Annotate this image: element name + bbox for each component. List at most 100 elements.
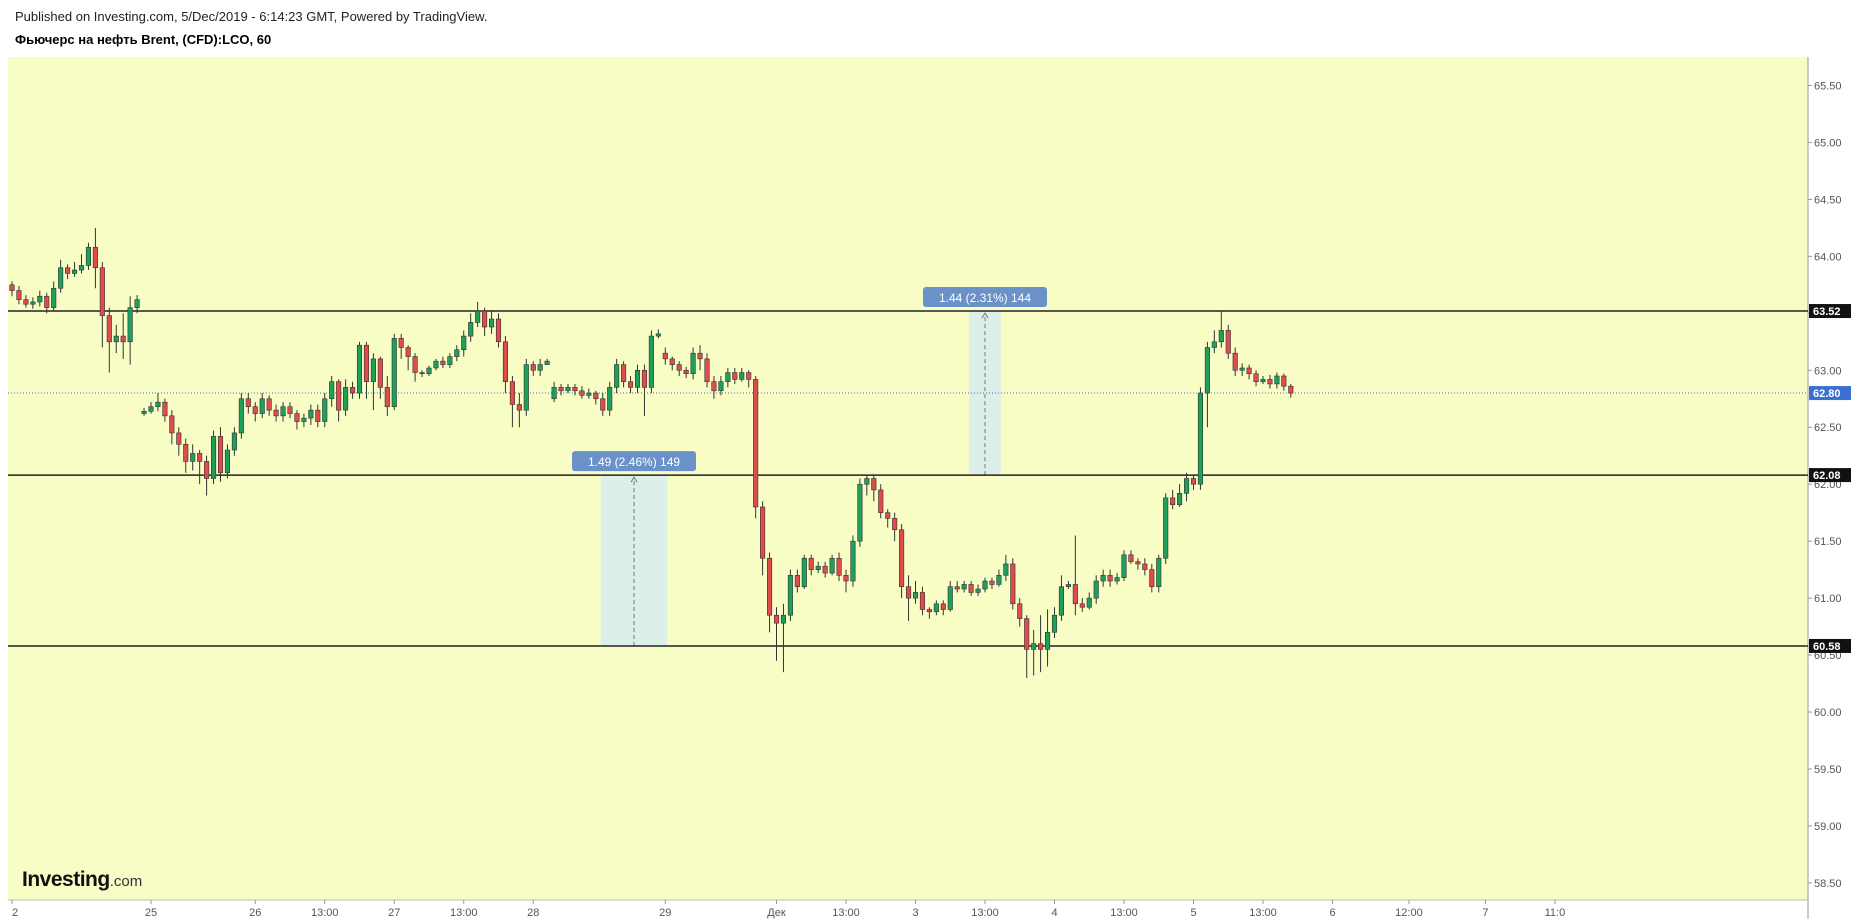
x-tick-labels: 2 25 26 13:00 27 13:00 28 29 Дек 13:00 3 13:00 4 13:0… [11, 900, 1566, 919]
candle-body [1093, 580, 1099, 599]
candle-body [787, 575, 793, 616]
x-tick-label: 26 [249, 907, 261, 919]
candle-body [266, 398, 272, 411]
candle-body [586, 392, 592, 396]
candle-body [885, 512, 891, 519]
candle-body [912, 592, 919, 599]
candle-body [808, 557, 814, 570]
candle-body [1045, 631, 1051, 650]
candle-body [648, 335, 654, 388]
candle-body [1253, 373, 1259, 382]
candle-body [1142, 563, 1148, 570]
x-tick-label: 29 [659, 907, 671, 919]
measure-label: 1.49 (2.46%) 149 [588, 455, 680, 469]
candle-body [419, 372, 425, 374]
y-tick-label: 63.00 [1814, 365, 1842, 377]
candle-body [273, 409, 279, 417]
candle-body [1149, 569, 1155, 588]
candle-body [308, 409, 314, 419]
candle-body [1260, 379, 1266, 382]
candle-body [398, 338, 404, 348]
candle-body [1024, 618, 1030, 650]
candle-body [356, 344, 363, 394]
candle-body [217, 436, 224, 474]
candle-body [801, 557, 807, 588]
x-tick-label: 4 [1051, 907, 1057, 919]
candle-body [857, 483, 863, 542]
candle-body [690, 352, 696, 374]
candle-body [495, 318, 502, 343]
candle-body [509, 381, 515, 405]
candle-body [1211, 341, 1217, 348]
candle-body [523, 364, 529, 411]
candle-body [405, 347, 411, 357]
candle-body [1177, 493, 1183, 506]
price-tag [1809, 386, 1851, 401]
x-tick-label: 2 [12, 907, 18, 919]
candle-body [1003, 563, 1009, 576]
candle-body [301, 417, 307, 422]
candle-body [579, 390, 585, 396]
candle-body [829, 557, 835, 574]
candle-body [16, 290, 22, 300]
candle-body [1239, 367, 1245, 371]
candle-body [627, 381, 634, 388]
candle-body [537, 364, 543, 371]
x-tick-label: 11:0 [1545, 907, 1566, 919]
candle-body [44, 295, 50, 308]
measure-label-box [572, 451, 697, 472]
y-tick-label: 62.00 [1814, 479, 1842, 491]
candle-body [294, 413, 300, 422]
candle-body [739, 372, 745, 380]
y-tick-label: 62.50 [1814, 422, 1842, 434]
candle-body [204, 461, 210, 479]
candle-body [919, 592, 926, 610]
candle-body [558, 387, 564, 392]
x-tick-label: 12:00 [1395, 907, 1423, 919]
price-tag-label: 63.52 [1813, 306, 1841, 318]
candle-body [58, 267, 64, 289]
price-axis [1808, 57, 1853, 919]
candle-body [322, 398, 328, 422]
x-tick-label: 28 [527, 907, 539, 919]
candle-body [871, 478, 877, 491]
y-tick-label: 58.50 [1814, 878, 1842, 890]
y-tick-label: 59.00 [1814, 821, 1842, 833]
candle-body [836, 557, 842, 576]
candle-body [933, 603, 939, 613]
candle-body [488, 318, 495, 328]
measure-arrow-head [630, 476, 638, 483]
measure-arrow-head [981, 312, 989, 319]
candle-body [1281, 375, 1287, 387]
candle-body [718, 381, 724, 392]
price-tag [1809, 638, 1851, 653]
candle-body [162, 401, 168, 417]
candle-body [697, 352, 703, 360]
candle-body [454, 349, 460, 357]
candle-body [905, 586, 912, 599]
candlestick-series[interactable] [9, 227, 1294, 678]
candle-body [704, 358, 710, 382]
candle-body [892, 518, 898, 531]
candle-body [30, 301, 36, 305]
candle-body [148, 406, 154, 412]
candle-body [475, 310, 481, 323]
candle-body [551, 387, 557, 400]
candle-body [482, 310, 488, 328]
candle-body [780, 614, 787, 624]
candle-body [169, 415, 175, 434]
candle-body [106, 315, 112, 343]
candle-body [1107, 575, 1113, 582]
candle-body [1218, 330, 1224, 343]
candle-body [183, 444, 189, 462]
candle-body [176, 432, 182, 445]
candle-body [1128, 554, 1134, 562]
x-tick-label: 6 [1329, 907, 1335, 919]
candle-body [120, 335, 126, 343]
candle-body [65, 267, 71, 274]
candle-body [815, 565, 821, 570]
candle-body [593, 392, 599, 400]
candle-body [78, 265, 85, 271]
horizontal-levels[interactable] [8, 310, 1808, 647]
